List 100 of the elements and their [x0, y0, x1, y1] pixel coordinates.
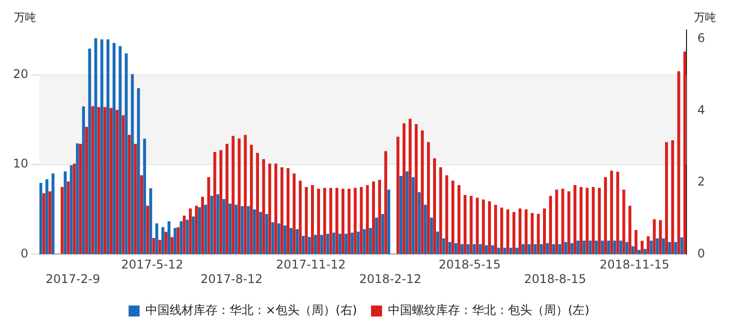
bar	[628, 206, 632, 254]
y2-tick-label: 0	[697, 246, 706, 260]
bar	[594, 240, 598, 254]
y-tick-label: 10	[12, 156, 28, 171]
bar	[546, 243, 549, 254]
y2-tick-label: 6	[697, 31, 706, 46]
bar	[652, 219, 656, 254]
bar	[311, 185, 314, 254]
y2-tick-label: 4	[697, 102, 706, 117]
bar	[516, 248, 518, 254]
bar	[576, 240, 580, 254]
bar	[522, 244, 525, 254]
y2-tick-label: 2	[697, 174, 706, 189]
bar	[478, 244, 482, 254]
bar	[674, 242, 678, 254]
y-tick-label: 0	[20, 246, 28, 260]
bar	[665, 142, 668, 254]
bar	[464, 195, 467, 254]
x-tick-label: 2018-2-12	[359, 272, 422, 286]
bar	[342, 188, 344, 254]
y-axis-title: 万吨	[14, 10, 36, 24]
x-tick-label: 2018-8-15	[524, 272, 586, 286]
bar	[524, 209, 528, 254]
bar	[658, 220, 662, 254]
y-tick-label: 20	[12, 66, 28, 81]
bar	[238, 138, 241, 254]
bar	[668, 242, 672, 254]
legend-label: 中国线材库存：华北：×包头（周）(右)	[146, 303, 358, 318]
bar	[274, 164, 278, 254]
bar	[335, 188, 338, 254]
bar	[439, 167, 442, 254]
bar	[500, 208, 504, 254]
bar	[323, 188, 326, 254]
legend-label: 中国螺纹库存：华北：包头（周）(左)	[388, 303, 590, 318]
bar	[308, 236, 311, 254]
bar	[458, 185, 460, 254]
bar	[470, 196, 473, 254]
bar	[250, 144, 253, 254]
bar	[552, 244, 556, 254]
bar	[610, 170, 614, 254]
bar	[580, 186, 583, 254]
bar	[348, 188, 351, 254]
x-tick-label: 2017-8-12	[200, 272, 263, 286]
bar	[426, 142, 430, 254]
bar	[512, 212, 516, 254]
bar	[314, 234, 317, 254]
bar	[433, 158, 436, 254]
bar	[540, 244, 543, 254]
bar	[570, 243, 574, 254]
bar	[509, 248, 512, 254]
bar	[292, 173, 296, 254]
bar	[232, 136, 235, 254]
bar	[256, 152, 259, 254]
bar	[466, 244, 470, 254]
bar	[640, 240, 644, 254]
bar	[286, 168, 290, 254]
bar	[625, 242, 628, 254]
bar	[616, 172, 620, 254]
bar	[607, 240, 610, 254]
bar	[558, 244, 562, 254]
bar	[226, 144, 228, 254]
bar	[542, 208, 546, 254]
bar	[436, 232, 440, 254]
bar	[671, 140, 674, 254]
x-tick-label: 2018-11-15	[600, 258, 670, 272]
x-tick-label: 2017-11-12	[276, 258, 346, 272]
bar	[320, 234, 324, 254]
bar	[451, 180, 454, 254]
bar	[506, 209, 510, 254]
bar	[338, 234, 342, 254]
bar	[244, 134, 247, 254]
bar	[528, 244, 531, 254]
x-tick-label: 2018-5-15	[438, 258, 501, 272]
bar	[567, 191, 570, 254]
bar	[482, 199, 485, 254]
bar	[549, 196, 552, 254]
bar	[600, 240, 604, 254]
bar	[488, 201, 491, 254]
bar	[497, 248, 500, 254]
bar	[448, 242, 452, 254]
bar	[484, 245, 488, 254]
bar	[598, 188, 601, 254]
x-tick-label: 2017-2-9	[46, 272, 100, 286]
bar	[586, 188, 589, 254]
bar	[454, 243, 458, 254]
bar	[280, 167, 284, 254]
bar	[634, 230, 638, 254]
bar	[354, 188, 357, 254]
x-tick-label: 2017-5-12	[121, 258, 184, 272]
bar	[518, 208, 522, 254]
bar	[304, 186, 308, 254]
bar	[366, 185, 369, 254]
bar	[613, 240, 616, 254]
bar	[555, 190, 558, 254]
bar	[536, 214, 540, 254]
bar	[491, 245, 494, 254]
bar	[494, 204, 498, 254]
bar	[262, 159, 266, 254]
bar	[317, 188, 320, 254]
bar	[604, 177, 607, 254]
